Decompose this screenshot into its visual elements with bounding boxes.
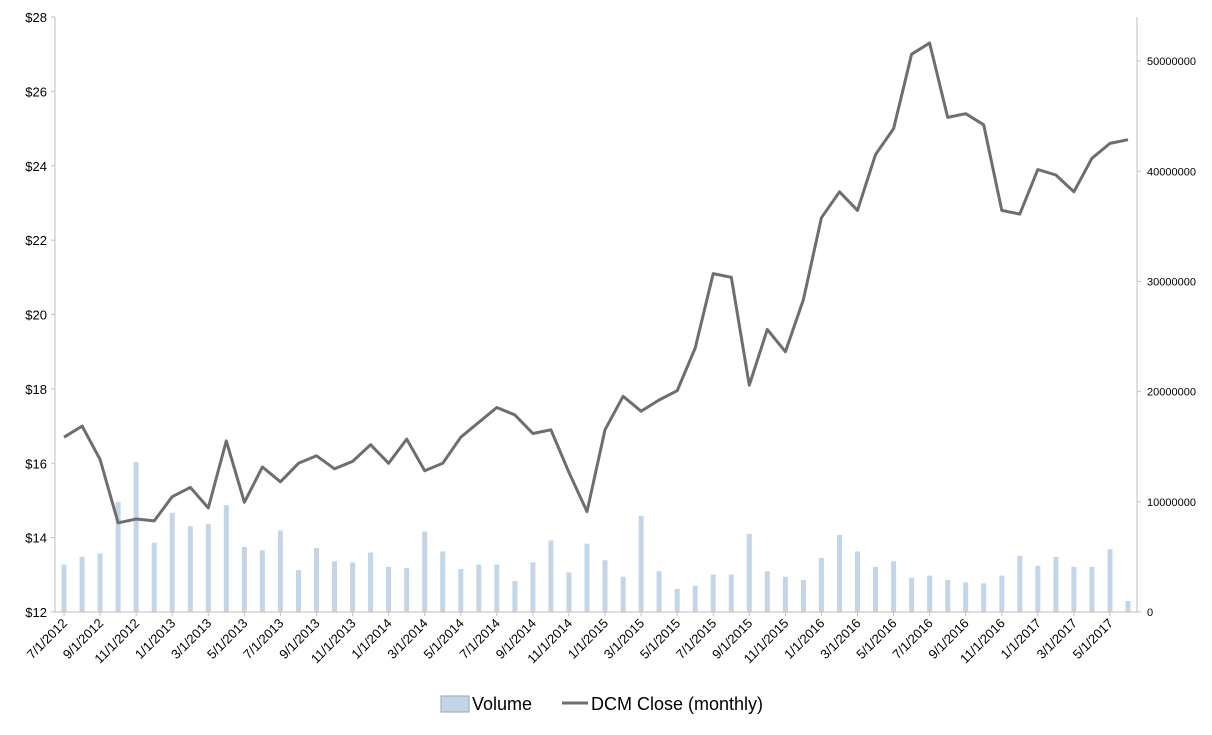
left-tick-label: $18 <box>25 382 47 397</box>
volume-bar <box>458 569 464 612</box>
left-tick-label: $14 <box>25 531 47 546</box>
volume-bar <box>692 585 698 612</box>
volume-bar <box>638 516 644 612</box>
legend-close-label: DCM Close (monthly) <box>591 694 763 714</box>
volume-bar <box>746 533 752 612</box>
volume-bar <box>945 580 951 612</box>
volume-bar <box>656 571 662 612</box>
volume-bar <box>1071 566 1077 612</box>
volume-bar <box>530 562 536 612</box>
volume-bar <box>277 530 283 612</box>
volume-bar <box>404 567 410 612</box>
left-axis-ticks: $12 $14 $16 $18 $20 $22 $24 $26 $28 <box>25 10 55 620</box>
volume-bar <box>927 575 933 612</box>
right-tick-label: 30000000 <box>1147 276 1196 288</box>
right-tick-label: 0 <box>1147 607 1153 619</box>
left-tick-label: $12 <box>25 605 47 620</box>
left-tick-label: $20 <box>25 308 47 323</box>
volume-bar <box>782 576 788 612</box>
close-line <box>63 41 1129 525</box>
volume-bar <box>873 566 878 612</box>
volume-bar <box>187 526 193 612</box>
volume-bar <box>259 550 265 612</box>
volume-bar <box>151 542 157 612</box>
left-tick-label: $22 <box>25 233 47 248</box>
volume-bar <box>368 552 374 612</box>
volume-bar <box>169 512 175 612</box>
legend: Volume DCM Close (monthly) <box>440 694 763 714</box>
volume-bar <box>891 561 897 612</box>
volume-bar <box>422 531 428 612</box>
x-tick-label: 5/1/2017 <box>1070 616 1116 662</box>
volume-bar <box>1053 556 1059 612</box>
volume-bar <box>963 582 969 613</box>
volume-bar <box>61 564 67 612</box>
volume-bar <box>97 553 103 612</box>
volume-bar <box>205 523 211 612</box>
volume-bar <box>476 564 482 612</box>
volume-bar <box>909 577 915 612</box>
right-tick-label: 10000000 <box>1147 497 1196 509</box>
volume-bar <box>241 547 247 612</box>
volume-bar <box>602 560 608 612</box>
left-tick-label: $26 <box>25 84 47 99</box>
right-axis-ticks: 0 10000000 20000000 30000000 40000000 5000000… <box>1137 56 1196 619</box>
volume-bar <box>710 574 716 612</box>
volume-bar <box>115 501 121 612</box>
volume-bar <box>566 572 572 612</box>
volume-bar <box>223 505 229 612</box>
volume-bar <box>440 551 446 612</box>
volume-bar <box>296 570 301 612</box>
volume-bar <box>332 561 337 612</box>
volume-bar <box>728 574 734 612</box>
x-axis-ticks: 7/1/20129/1/201211/1/20121/1/20133/1/201… <box>24 612 1116 666</box>
right-tick-label: 50000000 <box>1147 56 1196 68</box>
axes <box>54 17 1138 613</box>
volume-bar <box>981 583 987 612</box>
volume-bar <box>548 540 554 612</box>
volume-bar <box>818 558 824 612</box>
volume-bar <box>386 566 392 612</box>
volume-bar <box>133 462 139 612</box>
volume-bar <box>584 543 590 612</box>
volume-bar <box>999 575 1005 612</box>
volume-bar <box>512 581 518 612</box>
volume-bar <box>1107 549 1113 612</box>
close-line-layer <box>63 41 1129 525</box>
left-tick-label: $24 <box>25 159 47 174</box>
volume-bar <box>855 551 860 612</box>
volume-bar <box>764 571 770 612</box>
volume-bar <box>494 564 500 612</box>
legend-volume-label: Volume <box>472 694 532 714</box>
left-tick-label: $28 <box>25 10 47 25</box>
right-tick-label: 40000000 <box>1147 166 1196 178</box>
volume-bar <box>1017 555 1023 612</box>
volume-bar <box>314 548 319 612</box>
volume-bar <box>620 576 626 612</box>
legend-volume-swatch <box>440 695 470 713</box>
volume-bar <box>79 556 85 612</box>
volume-bars <box>61 462 1131 613</box>
volume-bar <box>800 580 806 612</box>
volume-bar <box>837 534 842 612</box>
left-tick-label: $16 <box>25 456 47 471</box>
volume-bar <box>1035 565 1041 612</box>
volume-bar <box>1125 601 1131 612</box>
volume-bar <box>674 588 680 612</box>
volume-bar <box>350 562 356 612</box>
right-tick-label: 20000000 <box>1147 387 1196 399</box>
volume-bar <box>1089 566 1095 612</box>
